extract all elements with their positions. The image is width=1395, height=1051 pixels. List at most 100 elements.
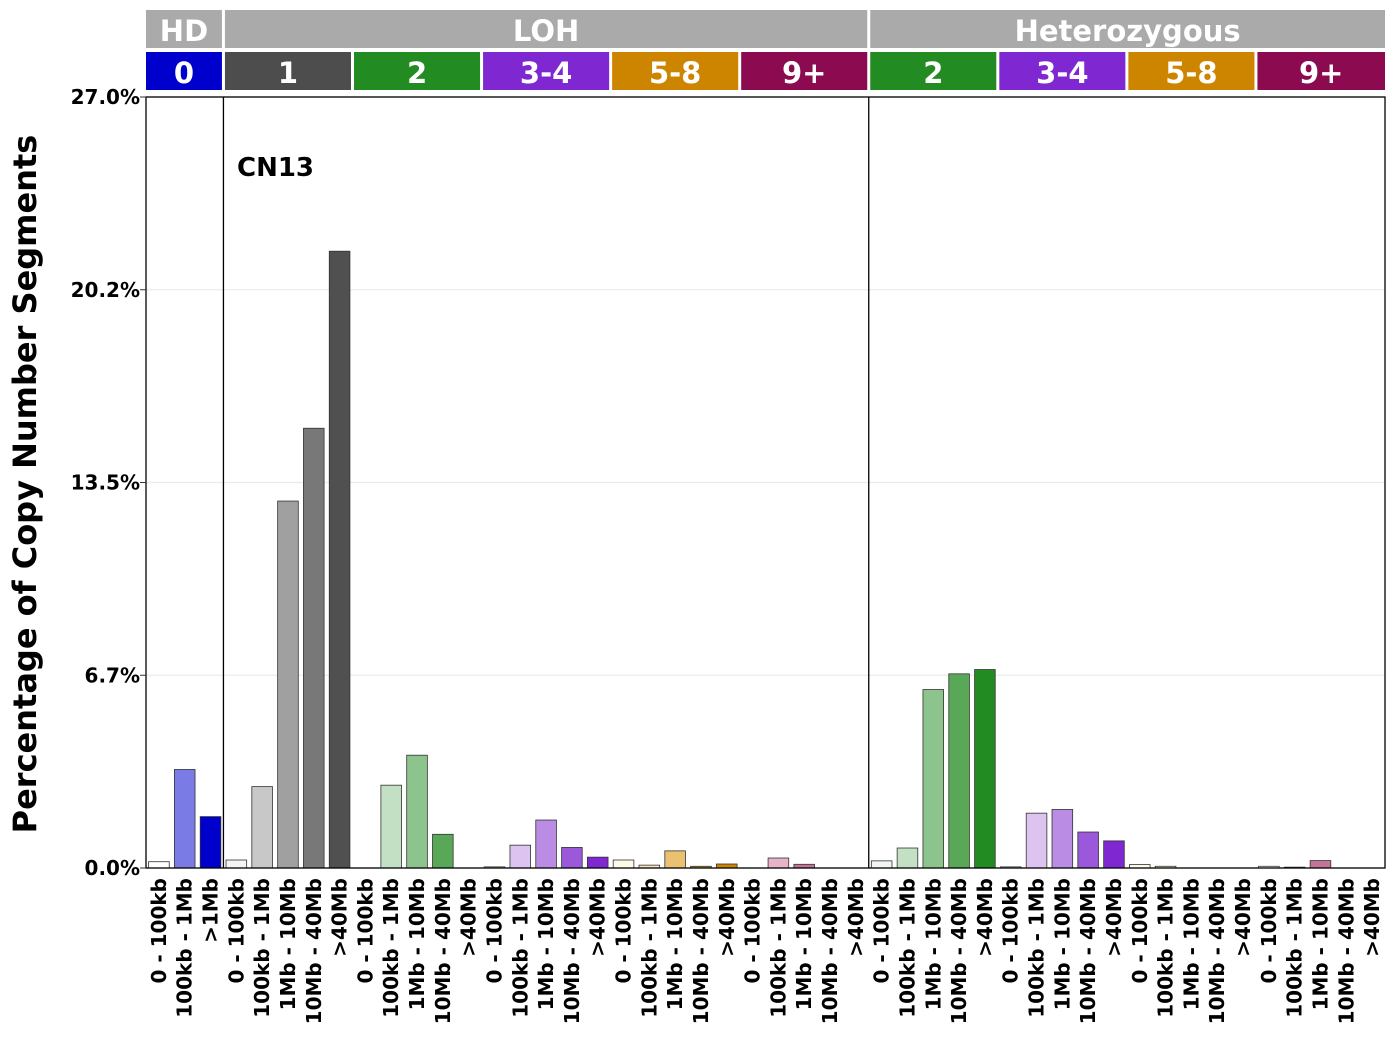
x-tick-label: >40Mb — [1231, 878, 1255, 957]
cn-strip-label: 0 — [174, 56, 194, 90]
cn-strip-label: 2 — [407, 56, 427, 90]
x-tick-label: >40Mb — [844, 878, 868, 957]
cn-strip-label: 2 — [923, 56, 943, 90]
bar — [199, 816, 222, 869]
y-tick-label: 27.0% — [71, 85, 140, 109]
cn-strip-label: 9+ — [782, 56, 826, 90]
x-tick-label: 0 - 100kb — [870, 878, 894, 984]
x-tick-label: 0 - 100kb — [1128, 878, 1152, 984]
bar — [922, 689, 945, 869]
bar — [303, 427, 325, 869]
bar — [974, 669, 996, 869]
strip-label: HD — [160, 14, 208, 48]
sample-annotation: CN13 — [237, 153, 314, 183]
x-tick-label: 1Mb - 10Mb — [1179, 878, 1203, 1010]
cn-strip-label: 3-4 — [1036, 56, 1088, 90]
bar — [509, 844, 532, 869]
y-tick-label: 20.2% — [71, 278, 140, 302]
x-tick-label: 100kb - 1Mb — [508, 878, 532, 1018]
cn-strip — [483, 52, 610, 90]
x-tick-label: 1Mb - 10Mb — [405, 878, 429, 1010]
x-tick-label: 10Mb - 40Mb — [560, 878, 584, 1024]
strip-label: Heterozygous — [1015, 14, 1241, 48]
bar — [1309, 860, 1332, 869]
x-tick-label: 10Mb - 40Mb — [431, 878, 455, 1024]
x-tick-label: 1Mb - 10Mb — [663, 878, 687, 1010]
bar — [1025, 812, 1048, 869]
bar — [561, 847, 583, 869]
y-tick-label: 0.0% — [85, 856, 140, 880]
x-tick-label: 100kb - 1Mb — [1025, 878, 1049, 1018]
x-tick-label: >40Mb — [1102, 878, 1126, 957]
bar — [148, 861, 170, 869]
cn-strip — [870, 52, 997, 90]
x-tick-label: 10Mb - 40Mb — [818, 878, 842, 1024]
cn-strip — [146, 52, 222, 90]
cn-strip — [1257, 52, 1385, 90]
x-tick-label: >40Mb — [1360, 878, 1384, 957]
x-tick-label: 0 - 100kb — [353, 878, 377, 984]
bar — [1077, 831, 1099, 869]
cn-strip — [354, 52, 481, 90]
bar — [277, 500, 299, 869]
x-tick-label: >40Mb — [457, 878, 481, 957]
x-tick-label: 1Mb - 10Mb — [1050, 878, 1074, 1010]
x-tick-label: 1Mb - 10Mb — [921, 878, 945, 1010]
x-tick-label: 1Mb - 10Mb — [1308, 878, 1332, 1010]
cn-strip — [1128, 52, 1255, 90]
x-tick-label: >40Mb — [973, 878, 997, 957]
x-tick-label: 10Mb - 40Mb — [302, 878, 326, 1024]
bars — [148, 250, 1332, 869]
cn-strip — [999, 52, 1126, 90]
y-tick-label: 6.7% — [85, 663, 140, 687]
x-tick-label: >1Mb — [199, 878, 223, 943]
x-tick-label: 100kb - 1Mb — [895, 878, 919, 1018]
cn-strip-label: 5-8 — [1165, 56, 1217, 90]
bar — [406, 754, 428, 869]
cn-strip-label: 9+ — [1299, 56, 1343, 90]
x-tick-label: 0 - 100kb — [482, 878, 506, 984]
x-tick-label: 100kb - 1Mb — [173, 878, 197, 1018]
y-tick-label: 13.5% — [71, 471, 140, 495]
bar — [612, 859, 635, 869]
bar — [251, 786, 273, 869]
x-tick-label: 0 - 100kb — [612, 878, 636, 984]
bar — [1051, 809, 1074, 869]
cn-strip-label: 3-4 — [520, 56, 572, 90]
x-tick-label: 10Mb - 40Mb — [947, 878, 971, 1024]
x-tick-label: 0 - 100kb — [224, 878, 248, 984]
x-tick-label: 0 - 100kb — [999, 878, 1023, 984]
cn-strip — [612, 52, 739, 90]
x-tick-label: 1Mb - 10Mb — [276, 878, 300, 1010]
x-tick-label: 100kb - 1Mb — [1283, 878, 1307, 1018]
bar — [767, 857, 790, 869]
cn-strip — [224, 52, 351, 90]
bar — [173, 769, 196, 869]
x-tick-label: 10Mb - 40Mb — [689, 878, 713, 1024]
x-tick-label: 0 - 100kb — [147, 878, 171, 984]
x-tick-label: >40Mb — [328, 878, 352, 957]
x-tick-label: 10Mb - 40Mb — [1334, 878, 1358, 1024]
strip-label: LOH — [513, 14, 579, 48]
x-tick-label: >40Mb — [586, 878, 610, 957]
cn-strip — [741, 52, 868, 90]
x-tick-label: 0 - 100kb — [741, 878, 765, 984]
x-tick-label: 1Mb - 10Mb — [792, 878, 816, 1010]
bar — [1103, 840, 1125, 869]
facet-strips: HD LOH Heterozygous 0 1 2 3-4 5-8 9+ 2 3-4 5-8 9+ — [146, 10, 1385, 90]
x-tick-label: 100kb - 1Mb — [637, 878, 661, 1018]
bar — [225, 859, 248, 869]
axes: 0.0%6.7%13.5%20.2%27.0%0 - 100kb 100kb - … — [71, 85, 1384, 1024]
cn-strip-label: 1 — [278, 56, 298, 90]
x-tick-label: 100kb - 1Mb — [1154, 878, 1178, 1018]
bar — [896, 847, 919, 869]
bar — [870, 860, 893, 869]
bar — [586, 856, 609, 869]
bar — [328, 250, 351, 869]
x-tick-label: 100kb - 1Mb — [379, 878, 403, 1018]
x-tick-label: 10Mb - 40Mb — [1205, 878, 1229, 1024]
bar — [535, 819, 557, 869]
strip-heterozygous — [870, 10, 1385, 48]
x-tick-label: 100kb - 1Mb — [250, 878, 274, 1018]
